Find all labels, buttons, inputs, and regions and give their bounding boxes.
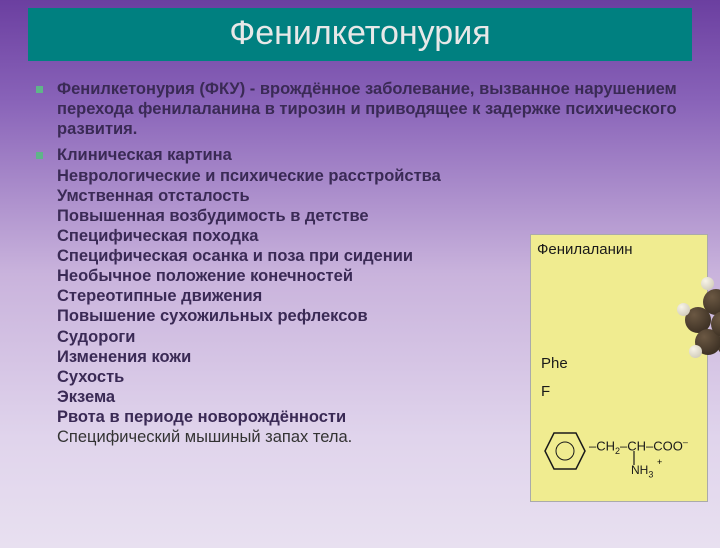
plus-superscript: +	[657, 457, 662, 467]
clinical-line: Рвота в периоде новорождённости	[57, 408, 346, 426]
clinical-line: Экзема	[57, 388, 115, 406]
bullet-icon	[36, 152, 43, 159]
abbr-phe: Phe	[541, 355, 568, 372]
clinical-line: Специфическая осанка и поза при сидении	[57, 247, 413, 265]
clinical-line: Специфическая походка	[57, 227, 258, 245]
clinical-line: Умственная отсталость	[57, 187, 250, 205]
bond-line-icon	[629, 451, 639, 465]
clinical-line: Судороги	[57, 328, 135, 346]
clinical-line: Повышение сухожильных рефлексов	[57, 307, 368, 325]
clinical-heading: Клиническая картина	[57, 146, 232, 164]
bullet-item-1: Фенилкетонурия (ФКУ) - врождённое заболе…	[36, 79, 684, 139]
clinical-line: Сухость	[57, 368, 124, 386]
clinical-line: Необычное положение конечностей	[57, 267, 353, 285]
abbr-f: F	[541, 383, 550, 400]
clinical-line: Повышенная возбудимость в детстве	[57, 207, 369, 225]
clinical-line: Стереотипные движения	[57, 287, 262, 305]
formula-nh3: NH3	[631, 463, 653, 479]
structural-formula: –CH2–CH–COO– NH3 +	[537, 423, 701, 491]
clinical-line: Изменения кожи	[57, 348, 191, 366]
page-title: Фенилкетонурия	[229, 14, 490, 52]
bullet-icon	[36, 86, 43, 93]
benzene-ring-icon	[543, 431, 587, 471]
molecule-label: Фенилаланин	[537, 241, 701, 258]
clinical-tail: Специфический мышиный запах тела.	[57, 428, 352, 446]
clinical-line: Неврологические и психические расстройст…	[57, 167, 441, 185]
phenylalanine-box: Фенилаланин Phe F –CH2–CH–COO– NH3 +	[530, 234, 708, 502]
title-bar: Фенилкетонурия	[28, 8, 692, 61]
para-2: Клиническая картина Неврологические и пс…	[57, 145, 441, 447]
para-1: Фенилкетонурия (ФКУ) - врождённое заболе…	[57, 79, 684, 139]
